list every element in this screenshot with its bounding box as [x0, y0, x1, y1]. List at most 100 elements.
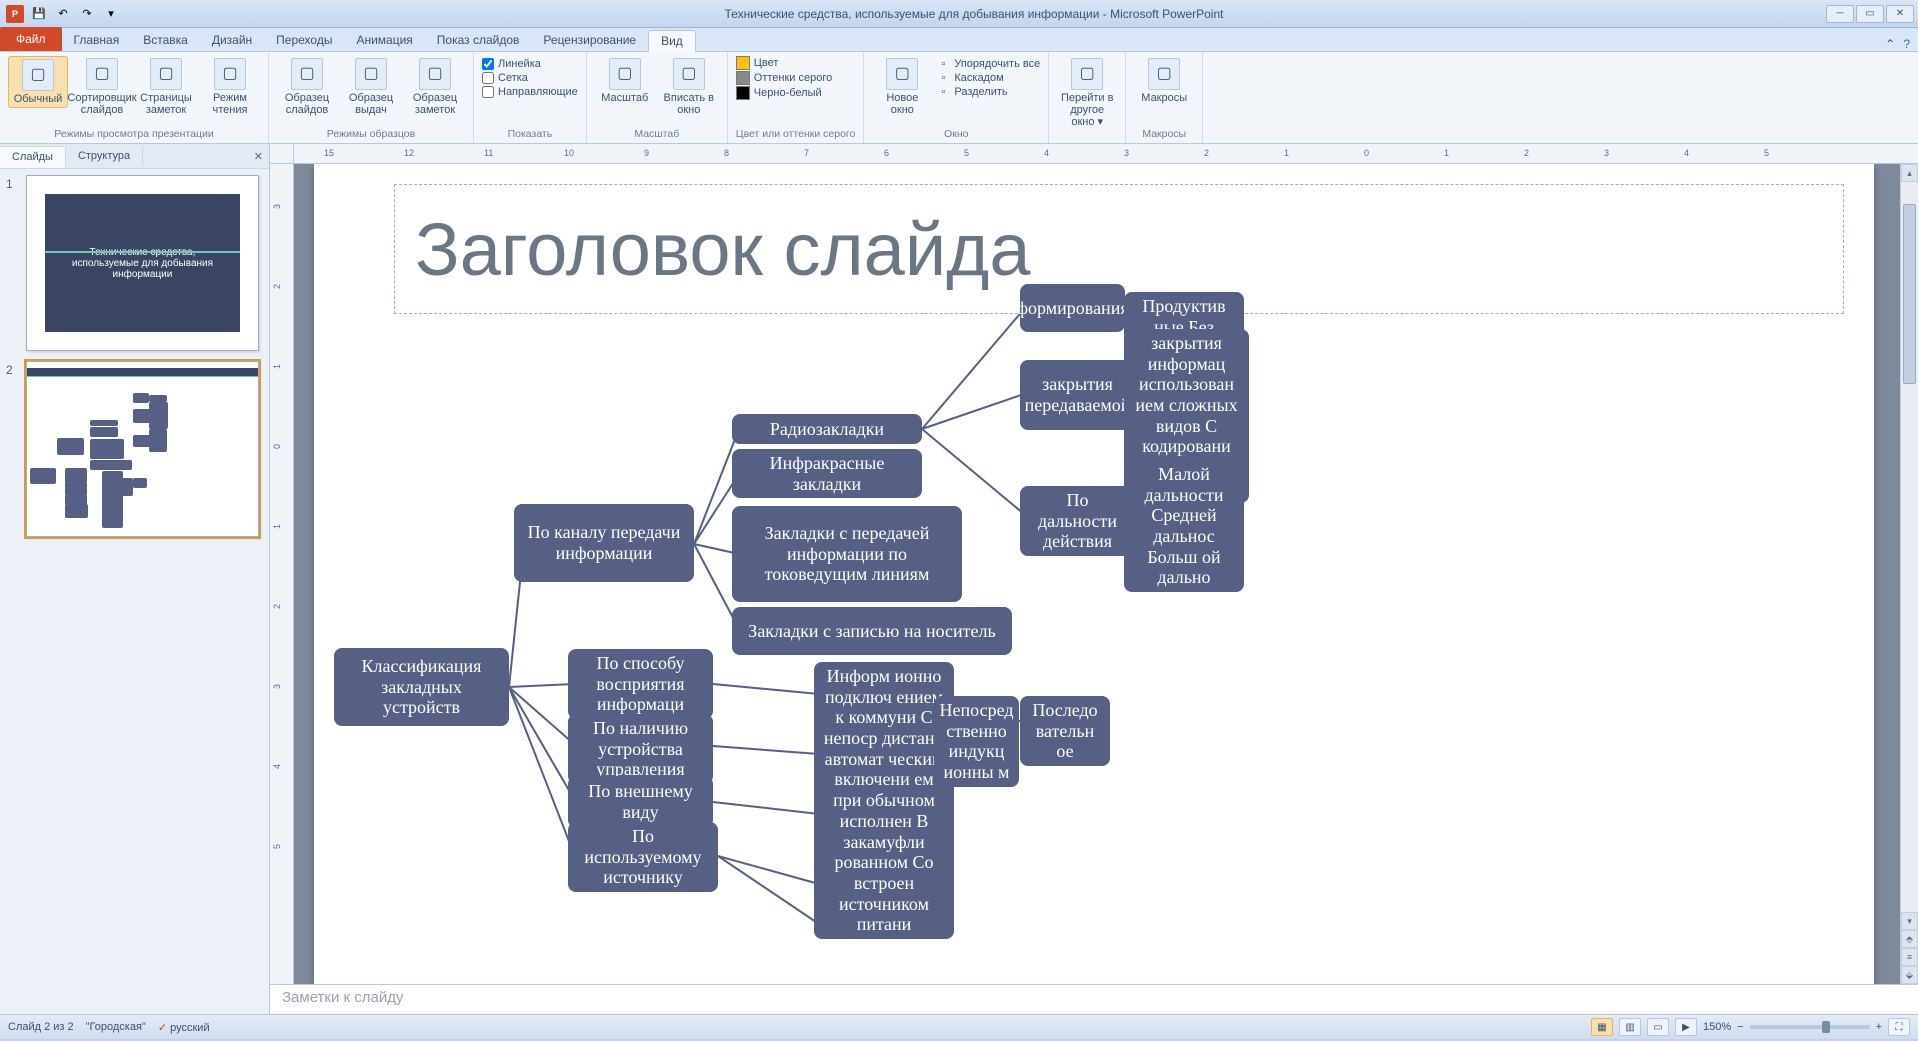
window-controls: ─ ▭ ✕ [1826, 5, 1914, 23]
ribbon-tab[interactable]: Вставка [131, 29, 200, 51]
zoom-slider[interactable] [1750, 1025, 1870, 1029]
redo-icon[interactable]: ↷ [76, 4, 98, 24]
zoom-level[interactable]: 150% [1703, 1021, 1731, 1033]
status-bar: Слайд 2 из 2 "Городская" ✓ русский ▦ ▥ ▭… [0, 1014, 1918, 1039]
maximize-button[interactable]: ▭ [1856, 5, 1884, 23]
slideshow-view-icon[interactable]: ▶ [1675, 1018, 1697, 1036]
ribbon-tab[interactable]: Вид [648, 30, 696, 52]
window-option[interactable]: ▫Разделить [936, 86, 1040, 98]
diagram-node[interactable]: формирования [1020, 284, 1125, 332]
diagram-node[interactable]: закрытия передаваемой [1020, 360, 1135, 430]
group-zoom: ▢Масштаб▢Вписать в окно Масштаб [587, 52, 728, 143]
close-panel-icon[interactable]: ✕ [254, 150, 263, 163]
horizontal-ruler[interactable]: 15121110987654321012345 [294, 144, 1918, 164]
button-icon: ▢ [1071, 58, 1103, 90]
notes-pane[interactable]: Заметки к слайду [270, 984, 1918, 1014]
minimize-ribbon-icon[interactable]: ⌃ [1885, 37, 1895, 51]
undo-icon[interactable]: ↶ [52, 4, 74, 24]
zoom-in-icon[interactable]: + [1876, 1021, 1882, 1033]
checkbox-row[interactable]: Направляющие [482, 86, 578, 98]
checkbox[interactable] [482, 72, 494, 84]
sorter-view-icon[interactable]: ▥ [1619, 1018, 1641, 1036]
ribbon-tab[interactable]: Показ слайдов [425, 29, 532, 51]
checkbox-row[interactable]: Линейка [482, 58, 578, 70]
ribbon-tab[interactable]: Переходы [264, 29, 344, 51]
editor-body: 321012345 Заголовок слайда Классификация… [270, 164, 1918, 984]
save-icon[interactable]: 💾 [28, 4, 50, 24]
status-theme[interactable]: "Городская" [86, 1021, 146, 1033]
next-slide-icon[interactable]: ⬙ [1901, 966, 1918, 984]
diagram-node[interactable]: По наличию устройства управления [568, 714, 713, 784]
ribbon-button[interactable]: ▢Перейти в другое окно ▾ [1057, 56, 1117, 130]
ribbon-button[interactable]: ▢Новое окно [872, 56, 932, 118]
file-tab[interactable]: Файл [0, 27, 62, 51]
slide-thumbnail-2[interactable] [26, 361, 259, 537]
diagram-node[interactable]: Инфракрасные закладки [732, 449, 922, 498]
color-option[interactable]: Цвет [736, 56, 832, 70]
diagram-node[interactable]: Малой дальности Средней дальнос Больш ой… [1124, 460, 1244, 592]
diagram-node[interactable]: По используемому источнику [568, 822, 718, 892]
slide-editor: 15121110987654321012345 321012345 Заголо… [270, 144, 1918, 1014]
canvas-viewport[interactable]: Заголовок слайда Классификация закладных… [294, 164, 1918, 984]
ribbon-button[interactable]: ▢Макросы [1134, 56, 1194, 106]
zoom-out-icon[interactable]: − [1737, 1021, 1743, 1033]
close-button[interactable]: ✕ [1886, 5, 1914, 23]
ribbon-tab[interactable]: Рецензирование [531, 29, 648, 51]
scroll-down-icon[interactable]: ▾ [1901, 912, 1918, 930]
diagram-node[interactable]: Непосред ственно индукц ионны м [934, 696, 1019, 787]
checkbox[interactable] [482, 86, 494, 98]
diagram-node[interactable]: Классификация закладных устройств [334, 648, 509, 726]
scrollbar-thumb[interactable] [1903, 204, 1916, 384]
tab-outline[interactable]: Структура [66, 146, 143, 166]
window-option[interactable]: ▫Каскадом [936, 72, 1040, 84]
diagram-node[interactable]: Информ ионно подключ ением к коммуни С н… [814, 662, 954, 939]
fit-slide-icon[interactable]: ⛶ [1888, 1018, 1910, 1036]
ribbon-tab[interactable]: Анимация [344, 29, 424, 51]
diagram-node[interactable]: Закладки с записью на носитель [732, 607, 1012, 655]
button-icon: ▢ [355, 58, 387, 90]
checkbox[interactable] [482, 58, 494, 70]
minimize-button[interactable]: ─ [1826, 5, 1854, 23]
app-icon[interactable]: P [4, 4, 26, 24]
status-language[interactable]: ✓ русский [158, 1021, 210, 1034]
normal-view-icon[interactable]: ▦ [1591, 1018, 1613, 1036]
ribbon-button[interactable]: ▢Образец выдач [341, 56, 401, 118]
color-option[interactable]: Черно-белый [736, 86, 832, 100]
slide-canvas[interactable]: Заголовок слайда Классификация закладных… [314, 164, 1874, 984]
slide-nav-icon[interactable]: ≡ [1901, 948, 1918, 966]
window-option[interactable]: ▫Упорядочить все [936, 58, 1040, 70]
diagram-node[interactable]: Последо вательн ое [1020, 696, 1110, 766]
ribbon-button[interactable]: ▢Образец слайдов [277, 56, 337, 118]
prev-slide-icon[interactable]: ⬘ [1901, 930, 1918, 948]
color-option[interactable]: Оттенки серого [736, 71, 832, 85]
ribbon-button[interactable]: ▢Образец заметок [405, 56, 465, 118]
diagram-node[interactable]: Закладки с передачей информации по токов… [732, 506, 962, 602]
diagram-node[interactable]: Радиозакладки [732, 414, 922, 444]
window-title: Технические средства, используемые для д… [122, 7, 1826, 21]
slide-thumbnail-1[interactable]: Технические средства, используемые для д… [26, 175, 259, 351]
tab-slides[interactable]: Слайды [0, 146, 66, 168]
color-swatch-icon [736, 71, 750, 85]
title-bar: P 💾 ↶ ↷ ▾ Технические средства, использу… [0, 0, 1918, 28]
ribbon-button[interactable]: ▢Вписать в окно [659, 56, 719, 118]
vertical-ruler[interactable]: 321012345 [270, 164, 294, 984]
reading-view-icon[interactable]: ▭ [1647, 1018, 1669, 1036]
diagram-node[interactable]: По внешнему виду [568, 776, 713, 828]
ribbon-button[interactable]: ▢Масштаб [595, 56, 655, 106]
ribbon-tab[interactable]: Главная [62, 29, 132, 51]
status-right: ▦ ▥ ▭ ▶ 150% − + ⛶ [1591, 1018, 1910, 1036]
diagram-node[interactable]: По способу восприятия информаци [568, 649, 713, 719]
diagram-node[interactable]: По дальности действия [1020, 486, 1135, 556]
ribbon-button[interactable]: ▢Сортировщик слайдов [72, 56, 132, 118]
scroll-up-icon[interactable]: ▴ [1901, 164, 1918, 182]
vertical-scrollbar[interactable]: ▴ ▾ ⬘ ≡ ⬙ [1900, 164, 1918, 984]
diagram-node[interactable]: По каналу передачи информации [514, 504, 694, 582]
checkbox-row[interactable]: Сетка [482, 72, 578, 84]
qat-dropdown-icon[interactable]: ▾ [100, 4, 122, 24]
ribbon-button[interactable]: ▢Страницы заметок [136, 56, 196, 118]
help-icon[interactable]: ? [1903, 37, 1910, 51]
ribbon-tab[interactable]: Дизайн [200, 29, 264, 51]
ribbon-button[interactable]: ▢Режим чтения [200, 56, 260, 118]
ribbon-button[interactable]: ▢Обычный [8, 56, 68, 108]
button-icon: ▢ [673, 58, 705, 90]
